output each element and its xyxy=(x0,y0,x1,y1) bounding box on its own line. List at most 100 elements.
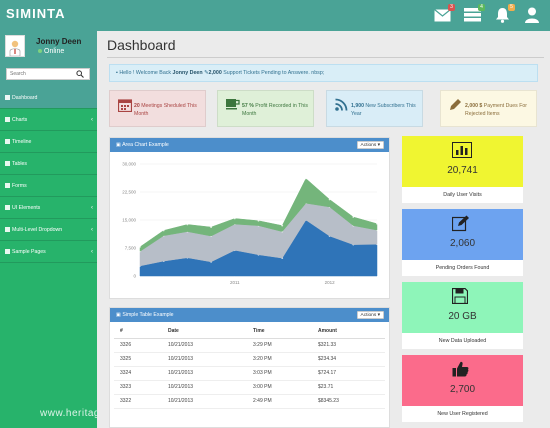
stat-profit: 57 % Profit Recorded in This Month xyxy=(217,90,314,127)
chevron-left-icon: ‹ xyxy=(91,117,93,123)
sidebar-item-sample-pages[interactable]: Sample Pages ‹ xyxy=(0,241,97,263)
alert-pre: Hello ! Welcome Back xyxy=(119,70,173,76)
edit-icon xyxy=(5,183,10,188)
tile-value: 2,700 xyxy=(449,384,476,395)
table-icon xyxy=(5,161,10,166)
online-dot-icon xyxy=(38,49,42,53)
table-cell: $234.34 xyxy=(312,352,385,367)
column-header: Amount xyxy=(312,324,385,339)
table-cell: 3323 xyxy=(114,380,162,395)
stat-label: New Subscribers This Year xyxy=(351,103,416,117)
area-chart-panel: ▣ Area Chart Example Actions ▾ 0 7,500 15,… xyxy=(109,137,390,299)
table-header-row: # Date Time Amount xyxy=(114,324,385,339)
area-chart: 0 7,500 15,000 22,500 30,000 2011 2012 xyxy=(122,162,378,285)
messages-badge: 3 xyxy=(448,4,455,11)
sidebar-item-label: Timeline xyxy=(12,138,32,145)
actions-dropdown-button[interactable]: Actions ▾ xyxy=(356,141,384,149)
panel-heading: ▣ Area Chart Example Actions ▾ xyxy=(110,138,389,152)
data-point[interactable] xyxy=(257,219,260,222)
y-tick-label: 30,000 xyxy=(122,162,136,167)
table-cell: 10/21/2013 xyxy=(162,352,247,367)
thumbs-up-icon xyxy=(452,361,469,379)
tile-value: 2,060 xyxy=(449,238,476,249)
page-title: Dashboard xyxy=(107,37,176,53)
tile-new-data-uploaded[interactable]: 20 GB New Data Uploaded xyxy=(402,282,523,349)
data-point[interactable] xyxy=(352,216,355,218)
sidebar-item-timeline[interactable]: Timeline xyxy=(0,131,97,153)
table-cell: 3:29 PM xyxy=(247,338,312,353)
avatar[interactable] xyxy=(5,35,25,57)
tile-pending-orders[interactable]: 2,060 Pending Orders Found xyxy=(402,209,523,276)
table-cell: $8345.23 xyxy=(312,394,385,409)
user-status: Online xyxy=(38,48,64,55)
table-cell: 3325 xyxy=(114,352,162,367)
table-cell: $23.71 xyxy=(312,380,385,395)
edit-icon xyxy=(451,215,470,234)
table-cell: 10/21/2013 xyxy=(162,338,247,353)
tile-label: New User Registered xyxy=(437,411,488,417)
table-row: 3324 10/21/2013 3:03 PM $724.17 xyxy=(114,366,385,381)
bar-chart-icon: ▣ xyxy=(116,142,123,148)
title-divider xyxy=(107,57,544,58)
brand-logo[interactable]: SIMINTA xyxy=(6,6,66,21)
pencil-icon xyxy=(449,98,462,113)
sidebar-item-forms[interactable]: Forms xyxy=(0,175,97,197)
stat-meetings: 20 Meetings Sheduled This Month xyxy=(109,90,206,127)
data-point[interactable] xyxy=(139,245,141,248)
user-name: Jonny Deen xyxy=(36,37,82,46)
panel-title: Simple Table Example xyxy=(122,312,174,318)
pencil-icon: ✎ xyxy=(204,70,209,76)
y-tick-label: 15,000 xyxy=(122,218,136,223)
sidebar-item-multi-level-dropdown[interactable]: Multi-Level Dropdown ‹ xyxy=(0,219,97,241)
tile-label: Daily User Visits xyxy=(443,192,482,198)
envelope-icon[interactable]: 3 xyxy=(432,4,455,25)
tile-new-user-registered[interactable]: 2,700 New User Registered xyxy=(402,355,523,422)
sidebar-item-dashboard[interactable]: Dashboard xyxy=(0,87,97,109)
sidebar-item-ui-elements[interactable]: UI Elements ‹ xyxy=(0,197,97,219)
stat-label: Profit Recorded in This Month xyxy=(242,103,308,117)
sidebar-item-charts[interactable]: Charts ‹ xyxy=(0,109,97,131)
user-status-label: Online xyxy=(44,48,65,55)
bar-chart-icon xyxy=(5,117,10,122)
data-point[interactable] xyxy=(328,198,331,201)
bell-icon[interactable]: 5 xyxy=(492,4,515,25)
stat-payments: 2,000 $ Payment Dues For Rejected Items xyxy=(440,90,537,127)
sidebar-item-label: Multi-Level Dropdown xyxy=(12,226,63,233)
data-point[interactable] xyxy=(210,226,212,228)
stat-value: 20 xyxy=(134,103,140,109)
stat-label: Payment Dues For Rejected Items xyxy=(465,103,527,117)
sidebar-item-label: UI Elements xyxy=(12,204,41,211)
x-tick-label: 2011 xyxy=(230,280,240,285)
sidebar-item-label: Forms xyxy=(12,182,27,189)
y-tick-label: 0 xyxy=(133,274,136,279)
user-profile: Jonny Deen Online xyxy=(0,31,97,65)
data-point[interactable] xyxy=(162,229,165,232)
actions-dropdown-button[interactable]: Actions ▾ xyxy=(356,311,384,319)
tasks-icon[interactable]: 4 xyxy=(462,4,485,25)
data-point[interactable] xyxy=(186,223,189,226)
data-point[interactable] xyxy=(376,222,378,225)
stat-value: 2,000 $ xyxy=(465,103,483,109)
alerts-badge: 5 xyxy=(508,4,515,11)
area-series-2 xyxy=(139,178,378,252)
table-cell: 3:03 PM xyxy=(247,366,312,381)
data-point[interactable] xyxy=(281,224,284,227)
user-icon[interactable] xyxy=(522,5,542,25)
transactions-table: # Date Time Amount 3326 10/21/2013 3:29 … xyxy=(114,324,385,409)
column-header: # xyxy=(114,324,162,339)
search-input[interactable] xyxy=(6,68,90,80)
sidebar-item-tables[interactable]: Tables xyxy=(0,153,97,175)
data-point[interactable] xyxy=(305,177,307,180)
sitemap-icon xyxy=(5,227,10,232)
sidebar: Jonny Deen Online Dashboard Charts ‹ Time… xyxy=(0,31,206,428)
alert-name: Jonny Deen xyxy=(172,70,203,76)
simple-table-panel: ▣ Simple Table Example Actions ▾ # Date … xyxy=(109,307,390,428)
data-point[interactable] xyxy=(233,217,236,220)
column-header: Date xyxy=(162,324,247,339)
table-cell: 3:20 PM xyxy=(247,352,312,367)
stat-value: 1,900 xyxy=(351,103,364,109)
user-icon xyxy=(5,139,10,144)
tile-daily-user-visits[interactable]: 20,741 Daily User Visits xyxy=(402,136,523,203)
search-icon[interactable] xyxy=(76,70,86,79)
table-row: 3325 10/21/2013 3:20 PM $234.34 xyxy=(114,352,385,367)
